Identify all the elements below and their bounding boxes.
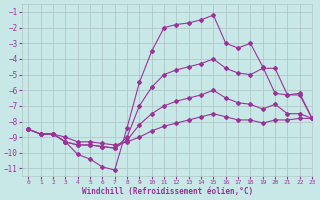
X-axis label: Windchill (Refroidissement éolien,°C): Windchill (Refroidissement éolien,°C) — [82, 187, 253, 196]
